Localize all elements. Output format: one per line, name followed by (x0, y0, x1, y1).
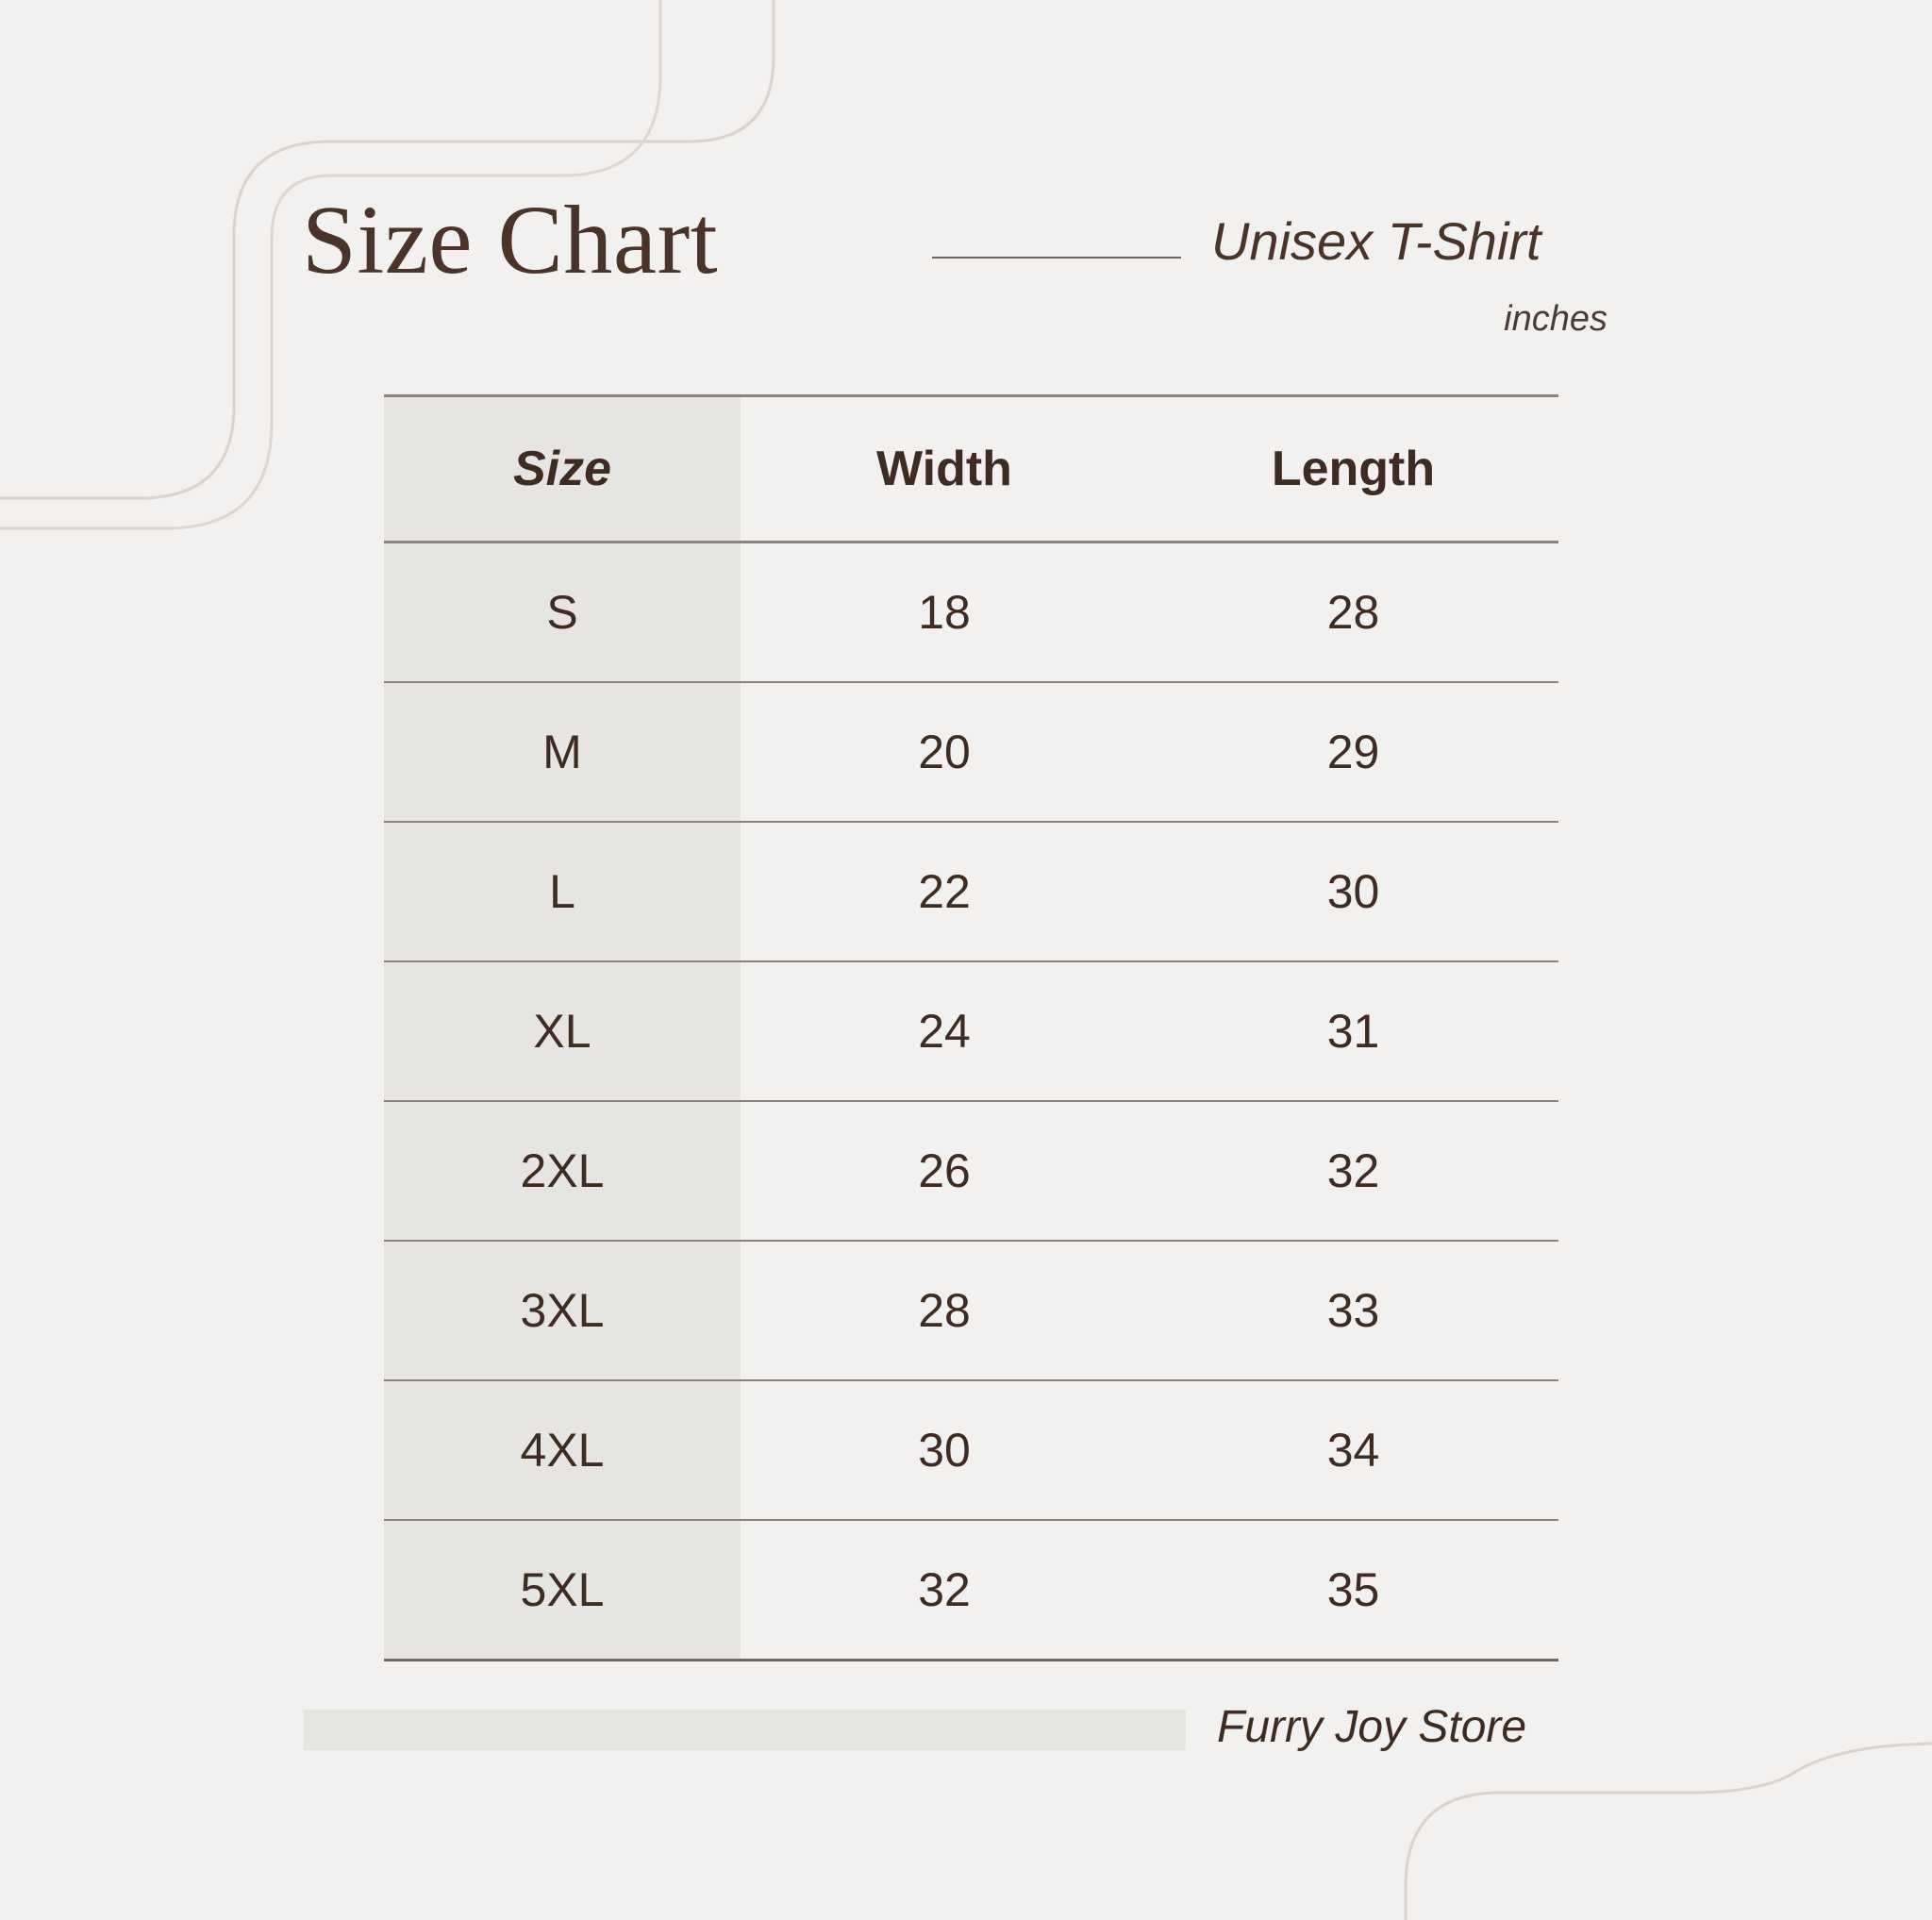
unit-label: inches (1504, 299, 1607, 339)
cell-width: 28 (741, 1241, 1148, 1381)
title-divider (932, 257, 1181, 259)
table-row: L 22 30 (384, 822, 1558, 962)
column-header-length: Length (1148, 395, 1558, 543)
cell-size: XL (384, 961, 741, 1102)
chart-header: Size Chart Unisex T-Shirt inches (302, 185, 1607, 339)
cell-length: 28 (1148, 542, 1558, 683)
table-body: S 18 28 M 20 29 L 22 30 XL 24 31 2XL 26 … (384, 542, 1558, 1661)
cell-length: 29 (1148, 682, 1558, 823)
decorative-curve-bottom-right (1404, 1742, 1932, 1920)
column-header-size: Size (384, 395, 741, 543)
page-title: Size Chart (302, 186, 719, 294)
cell-size: M (384, 682, 741, 823)
table-header-row: Size Width Length (384, 395, 1558, 543)
footer-accent-bar (304, 1710, 1186, 1750)
table-row: 5XL 32 35 (384, 1520, 1558, 1661)
cell-size: 4XL (384, 1380, 741, 1521)
cell-length: 33 (1148, 1241, 1558, 1381)
cell-width: 26 (741, 1101, 1148, 1242)
cell-length: 31 (1148, 961, 1558, 1102)
cell-width: 30 (741, 1380, 1148, 1521)
cell-width: 18 (741, 542, 1148, 683)
store-name: Furry Joy Store (1217, 1702, 1527, 1752)
table-row: M 20 29 (384, 682, 1558, 823)
cell-length: 30 (1148, 822, 1558, 962)
table-row: XL 24 31 (384, 961, 1558, 1102)
table-row: S 18 28 (384, 542, 1558, 683)
cell-width: 22 (741, 822, 1148, 962)
cell-size: S (384, 542, 741, 683)
cell-size: L (384, 822, 741, 962)
cell-length: 32 (1148, 1101, 1558, 1242)
cell-length: 35 (1148, 1520, 1558, 1661)
size-chart-table: Size Width Length S 18 28 M 20 29 L 22 3… (384, 394, 1558, 1661)
table-row: 3XL 28 33 (384, 1241, 1558, 1381)
table-row: 4XL 30 34 (384, 1380, 1558, 1521)
cell-length: 34 (1148, 1380, 1558, 1521)
table-header: Size Width Length (384, 395, 1558, 543)
cell-size: 2XL (384, 1101, 741, 1242)
cell-width: 32 (741, 1520, 1148, 1661)
cell-width: 20 (741, 682, 1148, 823)
table-row: 2XL 26 32 (384, 1101, 1558, 1242)
column-header-width: Width (741, 395, 1148, 543)
cell-width: 24 (741, 961, 1148, 1102)
cell-size: 5XL (384, 1520, 741, 1661)
product-subtitle: Unisex T-Shirt (1211, 211, 1541, 271)
cell-size: 3XL (384, 1241, 741, 1381)
